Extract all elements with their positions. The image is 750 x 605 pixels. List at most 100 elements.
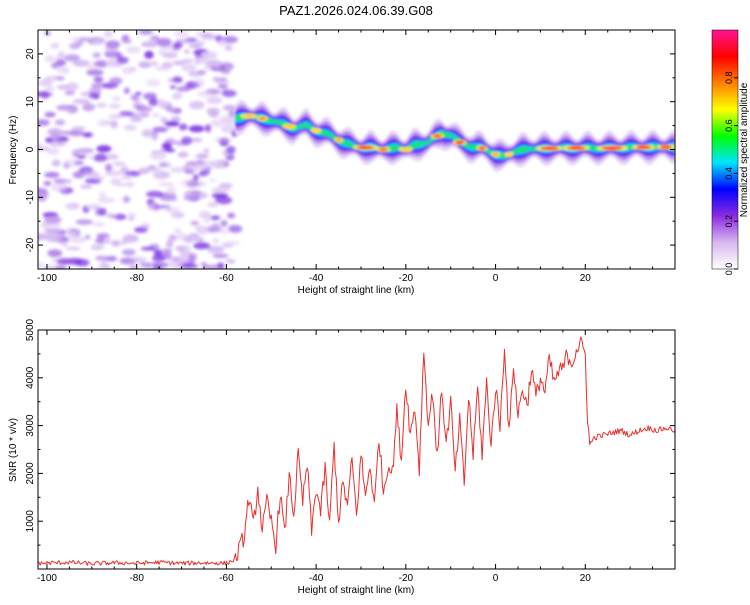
noise-blob (189, 100, 205, 110)
noise-blob (38, 91, 45, 97)
noise-blob (141, 129, 154, 138)
noise-blob (44, 111, 56, 118)
ridge-hotspot (660, 145, 672, 149)
noise-blob (82, 103, 95, 112)
noise-blob (215, 80, 230, 85)
noise-blob (141, 106, 153, 112)
noise-blob (196, 153, 210, 159)
noise-blob (161, 61, 174, 68)
x-tick-label: 0 (493, 573, 499, 584)
noise-blob (90, 244, 105, 251)
noise-blob (44, 171, 60, 178)
ridge-hotspot (432, 134, 442, 138)
noise-blob (206, 107, 221, 115)
noise-blob (205, 59, 223, 68)
ridge-hotspot (567, 146, 586, 150)
noise-blob (151, 113, 161, 118)
noise-blob (190, 220, 200, 226)
noise-blob (96, 145, 112, 153)
noise-blob (188, 44, 203, 48)
noise-blob (44, 56, 62, 61)
noise-blob (222, 104, 237, 111)
noise-blob (193, 242, 211, 250)
noise-blob (214, 196, 233, 205)
ridge-hotspot (492, 152, 499, 157)
noise-blob (214, 137, 232, 143)
ridge-hotspot (378, 147, 388, 152)
noise-blob (212, 238, 220, 244)
noise-blob (207, 245, 225, 254)
colorbar-tick-label: 0.2 (724, 215, 734, 228)
noise-blob (68, 232, 76, 238)
noise-blob (159, 148, 166, 154)
x-tick-label: -80 (129, 273, 144, 284)
noise-blob (56, 85, 70, 90)
noise-blob (122, 67, 134, 74)
noise-blob (67, 129, 84, 137)
noise-blob (181, 63, 197, 72)
noise-blob (96, 102, 107, 108)
noise-blob (55, 59, 66, 67)
noise-blob (61, 242, 68, 247)
ridge-hotspot (335, 138, 342, 142)
colorbar: 0.0 0.2 0.4 0.6 0.8 Normalized spectral ampl… (711, 29, 750, 275)
colorbar-tick-label: 0.6 (724, 119, 734, 132)
noise-blob (204, 124, 212, 133)
noise-region (38, 30, 243, 269)
noise-blob (183, 190, 201, 199)
noise-blob (153, 265, 163, 269)
x-tick-label: 20 (580, 573, 592, 584)
x-tick-label: 20 (580, 273, 592, 284)
snr-panel: -100 -80 -60 -40 -20 0 2010002000300040005000 … (8, 318, 676, 596)
noise-blob (131, 256, 148, 262)
noise-blob (64, 54, 81, 62)
ridge-hotspot (601, 146, 623, 150)
ridge-hotspot (455, 140, 465, 145)
noise-blob (148, 167, 162, 173)
noise-blob (88, 92, 101, 99)
noise-blob (43, 181, 52, 186)
noise-blob (64, 203, 79, 210)
noise-blob (129, 117, 143, 122)
noise-blob (79, 37, 90, 42)
x-tick-label: -80 (129, 573, 144, 584)
noise-blob (109, 77, 123, 85)
noise-blob (144, 39, 158, 48)
ridge-hotspot (636, 145, 652, 150)
noise-blob (212, 253, 229, 258)
noise-blob (155, 100, 170, 108)
ridge-hotspot (258, 116, 266, 121)
noise-blob (138, 167, 150, 175)
noise-blob (119, 111, 133, 117)
noise-blob (195, 159, 205, 165)
noise-blob (105, 213, 115, 218)
noise-blob (161, 142, 172, 150)
noise-blob (184, 81, 200, 89)
noise-blob (44, 228, 61, 234)
noise-blob (156, 37, 172, 47)
noise-blob (86, 64, 99, 70)
noise-blob (93, 155, 108, 162)
noise-blob (172, 76, 183, 83)
x-tick-label: -60 (219, 573, 234, 584)
noise-blob (123, 87, 130, 94)
noise-blob (57, 51, 66, 60)
ridge-hotspot (243, 114, 255, 118)
noise-blob (47, 249, 63, 258)
ridge-hotspot (357, 145, 374, 150)
noise-blob (190, 137, 203, 143)
signal-ridge (235, 100, 675, 172)
noise-blob (169, 167, 186, 173)
ridge-hotspot (312, 128, 320, 133)
noise-blob (158, 161, 171, 168)
noise-blob (141, 223, 150, 229)
ridge-hotspot (284, 124, 294, 129)
noise-blob (198, 172, 207, 177)
noise-blob (103, 237, 111, 244)
y-tick-label: 20 (25, 48, 36, 60)
noise-blob (152, 126, 168, 133)
noise-blob (150, 152, 167, 161)
noise-blob (112, 162, 126, 166)
